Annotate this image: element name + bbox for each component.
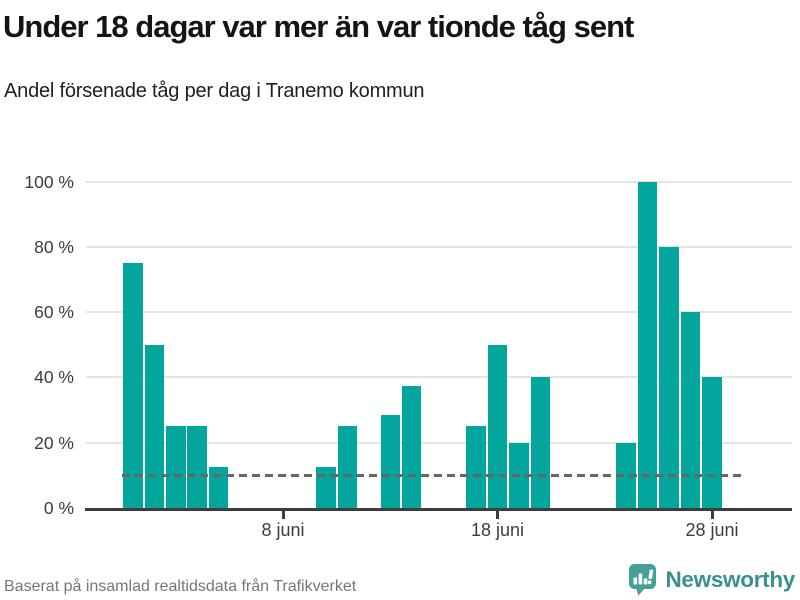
gridline (86, 376, 792, 379)
bar-20-juni (530, 377, 551, 508)
bar-27-juni (680, 312, 701, 508)
gridline (86, 245, 792, 248)
y-axis-label: 80 % (34, 236, 74, 257)
bar-3-juni (166, 426, 186, 508)
x-axis-label: 8 juni (261, 520, 305, 540)
bar-14-juni (401, 385, 422, 508)
x-axis-tick (496, 511, 499, 519)
x-axis-label: 18 juni (470, 520, 525, 540)
x-axis-tick (710, 511, 714, 519)
y-axis-label: 60 % (34, 302, 74, 323)
x-axis-tick (281, 511, 285, 519)
bar-17-juni (466, 426, 486, 508)
gridline (86, 311, 792, 314)
brand-name[interactable]: Newsworthy (665, 566, 795, 592)
source-note: Baserat på insamlad realtidsdata från Tr… (4, 578, 357, 595)
bar-10-juni (316, 467, 336, 508)
x-axis-label: 28 juni (685, 520, 739, 540)
bar-25-juni (637, 181, 658, 508)
bar-chart-badge-icon (628, 563, 658, 596)
chart-subtitle: Andel försenade tåg per dag i Tranemo ko… (4, 80, 425, 102)
y-axis-label: 0 % (43, 498, 74, 518)
bar-4-juni (187, 426, 207, 508)
y-axis-label: 40 % (34, 367, 74, 388)
bar-18-juni (487, 344, 508, 508)
bar-5-juni (208, 467, 229, 508)
newsworthy-logo[interactable]: Newsworthy (628, 563, 795, 596)
bar-1-juni (123, 263, 143, 508)
y-axis-label: 100 % (24, 171, 74, 192)
bar-2-juni (144, 344, 165, 508)
bar-11-juni (337, 426, 358, 508)
gridline (86, 180, 792, 183)
bar-28-juni (702, 377, 722, 508)
gridline (86, 441, 792, 444)
bar-13-juni (380, 415, 400, 508)
page-title: Under 18 dagar var mer än var tionde tåg… (3, 9, 634, 44)
reference-line-10-percent (122, 474, 743, 478)
y-axis-label: 20 % (34, 432, 74, 453)
bar-26-juni (659, 246, 679, 508)
x-axis-line (85, 508, 792, 511)
